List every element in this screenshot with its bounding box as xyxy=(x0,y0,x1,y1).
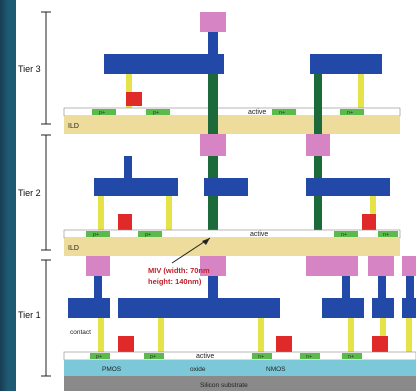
tier3-metal-right xyxy=(310,54,382,74)
tier3-diffusion xyxy=(146,109,170,115)
tier2-metal-left xyxy=(94,178,178,196)
oxide-label: oxide xyxy=(190,366,206,373)
tier3-ild-label: ILD xyxy=(68,123,79,130)
tier2-metal-mid xyxy=(204,178,248,196)
contact-label: contact xyxy=(70,329,91,336)
miv-annotation-line2: height: 140nm) xyxy=(148,277,202,286)
pmos-label: PMOS xyxy=(102,366,122,373)
tier1-diffusion xyxy=(342,353,362,359)
bottom-active-region xyxy=(64,360,416,376)
tier1-metal xyxy=(322,298,364,318)
tier1-via-pad xyxy=(402,256,416,276)
tier2-label: Tier 2 xyxy=(18,188,41,198)
tier3-metal-left xyxy=(104,54,224,74)
tier1-pplus-label: p+ xyxy=(96,354,102,360)
substrate-label: Silicon substrate xyxy=(200,382,248,389)
tier3-label: Tier 3 xyxy=(18,64,41,74)
tier1-active-label: active xyxy=(196,353,214,360)
tier1-metal xyxy=(68,298,110,318)
miv-annotation-line1: MIV (width: 70nm xyxy=(148,266,210,275)
tier3-pplus-label: p+ xyxy=(153,110,159,116)
tier3-contact xyxy=(126,74,132,108)
tier1-via xyxy=(94,276,102,298)
tier2-top-via xyxy=(124,156,132,178)
tier3-contact xyxy=(358,74,364,108)
tier1-active-layer xyxy=(63,351,416,361)
tier3-pplus-label: p+ xyxy=(99,110,105,116)
tier1-contact xyxy=(348,318,354,352)
tier2-contact xyxy=(370,196,376,230)
miv xyxy=(208,74,218,260)
tier1-pplus-label: p+ xyxy=(150,354,156,360)
tier1-label: Tier 1 xyxy=(18,310,41,320)
tier1-contact xyxy=(98,318,104,352)
tier2-gate xyxy=(362,214,376,230)
tier2-diffusion xyxy=(378,231,398,237)
tier1-contact xyxy=(158,318,164,352)
tier3-nplus-label: n+ xyxy=(347,110,353,116)
tier3-active-label: active xyxy=(248,109,266,116)
tier3-nplus-label: n+ xyxy=(279,110,285,116)
tier3-gate xyxy=(126,92,142,106)
miv-annotation: MIV (width: 70nm height: 140nm) xyxy=(148,237,211,286)
tier1-via xyxy=(208,276,218,298)
nmos-label: NMOS xyxy=(266,366,286,373)
silicon-substrate xyxy=(64,376,416,391)
tier2-contact xyxy=(98,196,104,230)
tier2-pplus-label: p+ xyxy=(145,232,151,238)
tier-brackets xyxy=(41,11,51,377)
tier1-diffusion xyxy=(90,353,110,359)
tier1-gate xyxy=(372,336,388,352)
tier2-active-label: active xyxy=(250,231,268,238)
tier1-metal xyxy=(372,298,394,318)
tier2-top-via-pad xyxy=(200,134,226,156)
tier3-diffusion xyxy=(272,109,296,115)
tier2-top-via-pad xyxy=(306,134,330,156)
tier1-via-pad xyxy=(306,256,358,276)
tier1-contact xyxy=(380,318,386,352)
tier3-ild xyxy=(64,116,400,134)
tier1-contact xyxy=(258,318,264,352)
tier1-via xyxy=(406,276,414,298)
tier1-metal xyxy=(118,298,280,318)
tier2-diffusion xyxy=(334,231,358,237)
tier1-contact xyxy=(406,318,412,352)
tier3-top-via xyxy=(208,32,218,54)
tier2-nplus-label: n+ xyxy=(341,232,347,238)
tier1-gate xyxy=(118,336,134,352)
tier1-diffusion xyxy=(144,353,164,359)
tier1-via-pad xyxy=(86,256,110,276)
tier3-diffusion xyxy=(340,109,364,115)
tier1-diffusion xyxy=(252,353,272,359)
tier2-pplus-label: p+ xyxy=(93,232,99,238)
tier2-diffusion xyxy=(86,231,110,237)
tier1-nplus-label: n+ xyxy=(258,354,264,360)
tier3-diffusion xyxy=(92,109,116,115)
tier1-gate xyxy=(276,336,292,352)
tier1-metal xyxy=(402,298,416,318)
tier1-via xyxy=(342,276,350,298)
tier2-contact xyxy=(166,196,172,230)
tier1-nplus-label: n+ xyxy=(306,354,312,360)
tier2-nplus-label: n+ xyxy=(383,232,389,238)
tier3-top-via-pad xyxy=(200,12,226,32)
tier2-diffusion xyxy=(138,231,162,237)
tier2-ild xyxy=(64,238,400,256)
tier2-gate xyxy=(118,214,132,230)
tier1-via-pad xyxy=(200,256,226,276)
tier2-metal-right xyxy=(306,178,390,196)
tier1-nplus-label: n+ xyxy=(348,354,354,360)
tier1-via-pad xyxy=(368,256,394,276)
tier2-ild-label: ILD xyxy=(68,245,79,252)
tier1-via xyxy=(378,276,386,298)
tier1-diffusion xyxy=(300,353,320,359)
miv xyxy=(314,74,322,260)
